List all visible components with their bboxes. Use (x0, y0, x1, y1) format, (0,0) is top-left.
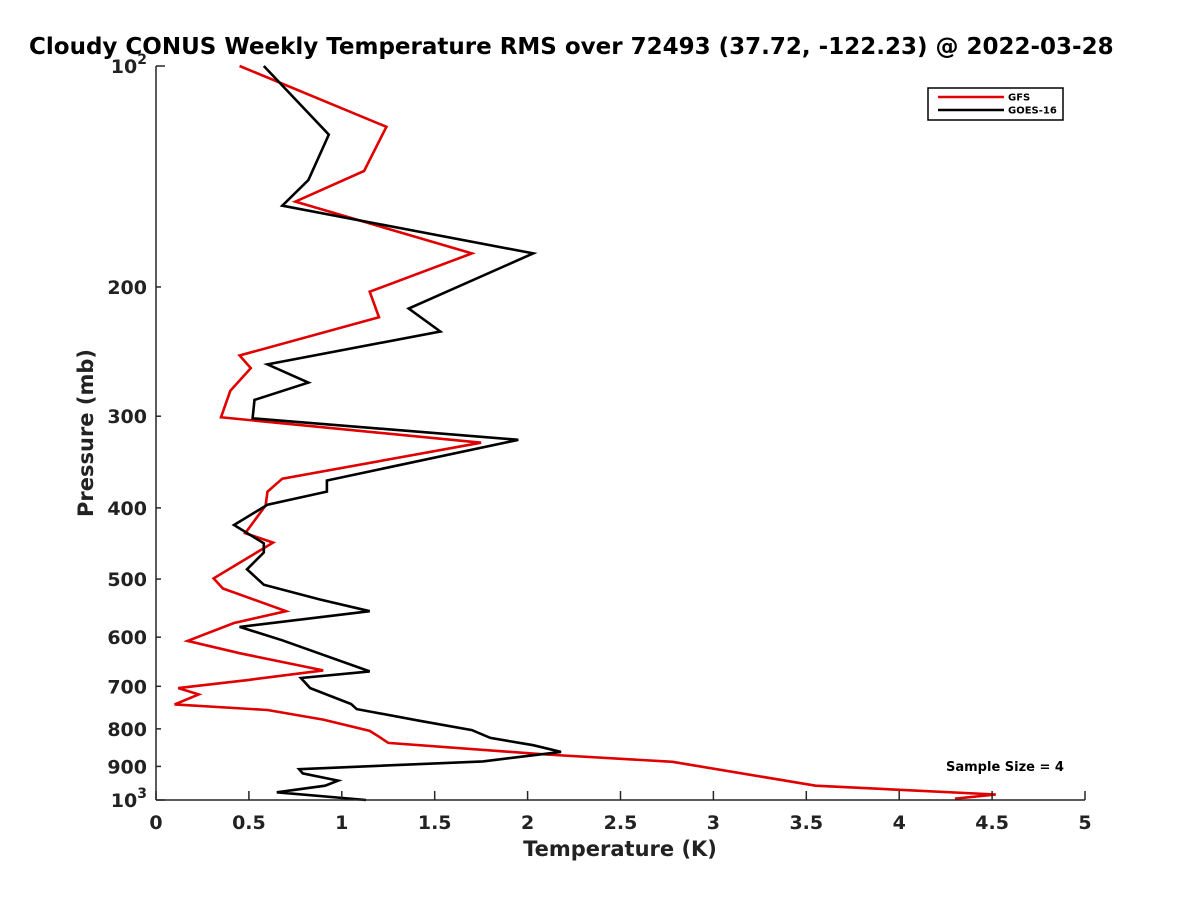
chart-title: Cloudy CONUS Weekly Temperature RMS over… (29, 34, 1114, 60)
x-tick-label: 3.5 (789, 812, 823, 834)
y-tick-label: 600 (107, 627, 147, 649)
plot-area (174, 64, 996, 802)
y-tick-label: 300 (107, 406, 147, 428)
y-tick-label: 103 (111, 786, 147, 812)
legend-label-goes16: GOES-16 (1008, 106, 1057, 117)
x-tick-label: 2.5 (604, 812, 638, 834)
legend-label-gfs: GFS (1008, 93, 1030, 104)
y-tick-label: 700 (107, 676, 147, 698)
legend-box (927, 87, 1064, 121)
y-tick-label: 200 (107, 277, 147, 299)
y-tick-label: 900 (107, 756, 147, 778)
y-tick-label: 500 (107, 569, 147, 591)
sample-size-annotation: Sample Size = 4 (946, 760, 1064, 775)
axes: 0 0.5 1 1.5 2 2.5 3 3.5 4 4.5 5 102 200 300 400 500 600 7… (107, 52, 1091, 834)
y-tick-label: 800 (107, 719, 147, 741)
x-tick-label: 5 (1078, 812, 1091, 834)
y-tick-label: 102 (111, 52, 147, 78)
x-tick-label: 4 (893, 812, 906, 834)
x-tick-label: 3 (707, 812, 720, 834)
series-line-goes16 (231, 65, 562, 802)
x-tick-label: 1 (335, 812, 348, 834)
series-line-gfs (174, 64, 996, 800)
y-axis-title: Pressure (mb) (74, 349, 98, 517)
x-tick-label: 0.5 (232, 812, 266, 834)
x-tick-label: 1.5 (418, 812, 452, 834)
x-axis-title: Temperature (K) (523, 837, 717, 861)
x-tick-label: 2 (521, 812, 534, 834)
x-tick-label: 0 (149, 812, 162, 834)
y-tick-label: 400 (107, 498, 147, 520)
legend: GFS GOES-16 (927, 87, 1064, 121)
x-tick-label: 4.5 (975, 812, 1009, 834)
